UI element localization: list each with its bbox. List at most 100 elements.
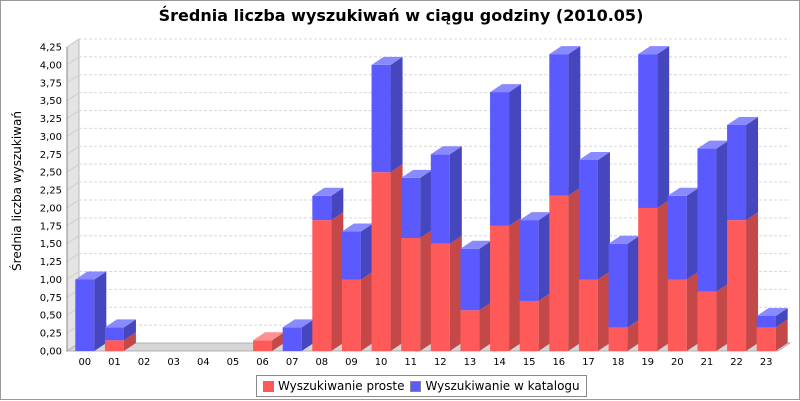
bar-side — [94, 271, 107, 351]
y-tick-label: 3,00 — [40, 132, 62, 143]
grid-diagonal — [66, 253, 80, 263]
bar-side — [746, 116, 759, 221]
bar-top — [638, 46, 670, 55]
bar-front — [519, 300, 539, 351]
bar-katalog-16 — [549, 46, 581, 196]
bar-front — [312, 220, 332, 351]
y-axis-label: Średnia liczba wyszukiwań — [9, 111, 24, 271]
bar-front — [608, 243, 628, 328]
bar-front — [549, 54, 569, 196]
bar-side — [597, 152, 610, 280]
grid-diagonal — [66, 217, 80, 227]
grid-diagonal — [66, 163, 80, 173]
bar-side — [331, 212, 344, 351]
grid-diagonal — [66, 199, 80, 209]
x-tick-label: 22 — [730, 357, 743, 368]
bar-top — [578, 152, 610, 161]
bar-side — [568, 187, 581, 351]
bar-side — [686, 271, 699, 351]
grid-diagonal — [66, 145, 80, 155]
bar-front — [401, 177, 421, 238]
bar-side — [449, 146, 462, 244]
bar-side — [331, 187, 344, 221]
x-tick-label: 18 — [612, 357, 625, 368]
bar-katalog-17 — [578, 152, 610, 280]
x-tick-label: 01 — [108, 357, 121, 368]
legend-item-katalog: Wyszukiwanie w katalogu — [410, 379, 580, 393]
bar-katalog-21 — [697, 140, 729, 292]
bar-proste-21 — [697, 283, 729, 351]
y-tick-label: 1,50 — [40, 239, 62, 250]
bar-katalog-13 — [460, 240, 492, 311]
x-tick-label: 17 — [582, 357, 595, 368]
legend-label-katalog: Wyszukiwanie w katalogu — [425, 379, 580, 393]
bar-top — [371, 56, 403, 65]
x-tick-label: 05 — [227, 357, 240, 368]
y-tick-label: 0,00 — [40, 347, 62, 358]
grid-diagonal — [66, 56, 80, 66]
bar-side — [420, 229, 433, 351]
y-tick-label: 0,25 — [40, 329, 62, 340]
y-tick-label: 0,75 — [40, 293, 62, 304]
bar-front — [697, 148, 717, 292]
y-tick-label: 4,00 — [40, 60, 62, 71]
bar-top — [253, 332, 285, 341]
bar-top — [727, 116, 759, 125]
y-tick-label: 3,25 — [40, 114, 62, 125]
bar-side — [123, 332, 136, 351]
x-tick-label: 04 — [197, 357, 210, 368]
bar-side — [449, 235, 462, 351]
bar-front — [549, 195, 569, 351]
bar-top — [104, 319, 136, 328]
legend-label-proste: Wyszukiwanie proste — [278, 379, 405, 393]
bar-side — [123, 319, 136, 341]
x-tick-label: 23 — [760, 357, 773, 368]
x-tick-label: 10 — [375, 357, 388, 368]
bar-front — [460, 248, 480, 311]
y-tick-label: 1,75 — [40, 221, 62, 232]
y-tick-label: 1,00 — [40, 275, 62, 286]
legend-swatch-katalog — [410, 380, 422, 392]
bar-katalog-22 — [727, 116, 759, 221]
bar-proste-06 — [253, 332, 285, 351]
x-tick-label: 07 — [286, 357, 299, 368]
bar-katalog-07 — [282, 319, 314, 351]
bar-side — [538, 212, 551, 301]
legend-item-proste: Wyszukiwanie proste — [263, 379, 404, 393]
bar-proste-19 — [638, 199, 670, 351]
bar-katalog-18 — [608, 235, 640, 328]
bar-side — [420, 169, 433, 238]
bar-proste-10 — [371, 164, 403, 351]
bar-katalog-14 — [490, 84, 522, 226]
bar-front — [401, 237, 421, 351]
bar-side — [509, 217, 522, 351]
x-tick-label: 08 — [315, 357, 328, 368]
y-tick-label: 2,75 — [40, 150, 62, 161]
bar-front — [460, 310, 480, 351]
bar-proste-09 — [341, 271, 373, 351]
bar-proste-08 — [312, 212, 344, 351]
y-tick-label: 2,25 — [40, 186, 62, 197]
bar-front — [282, 327, 302, 351]
x-tick-label: 13 — [464, 357, 477, 368]
bar-side — [479, 302, 492, 351]
bar-top — [282, 319, 314, 328]
bar-proste-17 — [578, 271, 610, 351]
bar-side — [568, 46, 581, 196]
grid-diagonal — [66, 92, 80, 102]
bar-top — [667, 187, 699, 196]
bar-top — [519, 212, 551, 221]
bar-proste-15 — [519, 292, 551, 351]
bar-front — [104, 340, 124, 351]
x-tick-label: 21 — [701, 357, 714, 368]
bar-front — [371, 64, 391, 173]
x-tick-label: 19 — [641, 357, 654, 368]
bar-side — [657, 46, 670, 208]
legend-swatch-proste — [263, 380, 274, 392]
bar-front — [727, 220, 747, 351]
chart-title: Średnia liczba wyszukiwań w ciągu godzin… — [159, 6, 644, 25]
bar-top — [490, 84, 522, 93]
bar-top — [341, 223, 373, 232]
